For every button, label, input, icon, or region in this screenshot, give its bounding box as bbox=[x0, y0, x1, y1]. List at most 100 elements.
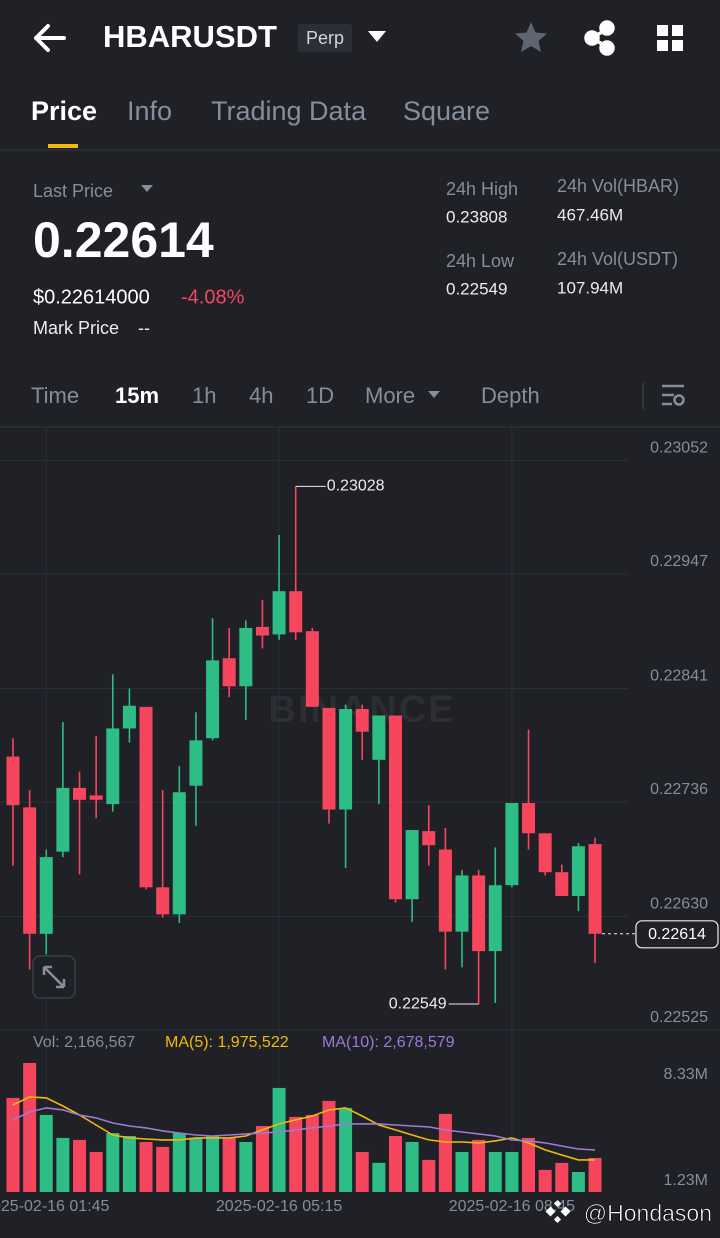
volume-bar bbox=[422, 1159, 436, 1192]
chart-settings-icon[interactable] bbox=[662, 384, 685, 406]
volume-bar bbox=[156, 1146, 170, 1192]
candle-body bbox=[405, 830, 419, 900]
candle-body bbox=[139, 706, 153, 888]
tab[interactable]: Price bbox=[31, 96, 97, 126]
low-annotation: 0.22549 bbox=[389, 995, 447, 1012]
perp-badge-bg bbox=[298, 24, 352, 52]
symbol-dropdown[interactable] bbox=[368, 31, 386, 42]
ma-legend: MA(10): 2,678,579 bbox=[322, 1034, 455, 1051]
volume-bar bbox=[122, 1136, 136, 1192]
candle-body bbox=[355, 709, 369, 732]
last-price-dropdown[interactable] bbox=[141, 185, 153, 192]
candle-body bbox=[156, 887, 170, 915]
interval[interactable]: 1h bbox=[192, 383, 216, 408]
candle-body bbox=[388, 715, 402, 900]
candle-body bbox=[272, 591, 286, 635]
candle-body bbox=[305, 631, 319, 707]
candle-body bbox=[538, 833, 552, 873]
stat-label: 24h Vol(USDT) bbox=[557, 249, 678, 269]
stat-value: 0.22549 bbox=[446, 279, 507, 298]
interval[interactable]: Depth bbox=[481, 383, 540, 408]
candle-body bbox=[189, 740, 203, 786]
user-watermark: @Hondason bbox=[584, 1200, 712, 1226]
interval[interactable]: 4h bbox=[249, 383, 273, 408]
interval[interactable]: Time bbox=[31, 383, 79, 408]
candle-body bbox=[6, 756, 20, 806]
candle-body bbox=[23, 807, 37, 934]
candle-body bbox=[372, 715, 386, 760]
volume-bar bbox=[255, 1126, 269, 1192]
price-tag: 0.22614 bbox=[648, 926, 706, 943]
ma-legend: MA(5): 1,975,522 bbox=[165, 1034, 289, 1051]
candle-body bbox=[422, 831, 436, 846]
tab-indicator bbox=[48, 144, 78, 148]
candle-body bbox=[339, 709, 353, 810]
last-price: 0.22614 bbox=[33, 212, 214, 268]
volume-bar bbox=[56, 1137, 70, 1192]
volume-bar bbox=[272, 1087, 286, 1192]
mark-price: -- bbox=[138, 318, 150, 338]
volume-bar bbox=[89, 1151, 103, 1192]
candle-body bbox=[472, 875, 486, 952]
fullscreen-icon bbox=[42, 965, 66, 989]
stat-value: 0.23808 bbox=[446, 207, 507, 226]
volume-bar bbox=[305, 1114, 319, 1192]
volume-bar bbox=[355, 1151, 369, 1192]
interval[interactable]: More bbox=[365, 383, 415, 408]
layout-icon[interactable] bbox=[657, 25, 683, 51]
volume-bar bbox=[206, 1136, 220, 1192]
y-tick-label: 0.22736 bbox=[650, 781, 708, 798]
price-tag-bg bbox=[635, 920, 719, 949]
mark-price-label: Mark Price bbox=[33, 318, 119, 338]
back-button[interactable] bbox=[34, 24, 66, 52]
volume-bar bbox=[505, 1151, 519, 1192]
volume-bar bbox=[388, 1136, 402, 1192]
stat-label: 24h Vol(HBAR) bbox=[557, 176, 679, 196]
candle-body bbox=[39, 857, 53, 934]
last-price-label: Last Price bbox=[33, 181, 113, 201]
volume-tick-label: 8.33M bbox=[664, 1066, 708, 1083]
tab[interactable]: Trading Data bbox=[211, 96, 367, 126]
tab[interactable]: Square bbox=[403, 96, 490, 126]
volume-bar bbox=[139, 1141, 153, 1192]
y-tick-label: 0.23052 bbox=[650, 440, 708, 457]
price-change: -4.08% bbox=[181, 286, 245, 308]
volume-bar bbox=[555, 1162, 569, 1192]
volume-bar bbox=[588, 1157, 602, 1192]
perp-badge: Perp bbox=[306, 28, 344, 48]
candle-body bbox=[505, 803, 519, 886]
interval[interactable]: 1D bbox=[306, 383, 334, 408]
symbol-title: HBARUSDT bbox=[103, 19, 277, 54]
volume-bar bbox=[39, 1114, 53, 1192]
favorite-icon[interactable] bbox=[515, 22, 547, 52]
candle-body bbox=[488, 885, 502, 952]
y-tick-label: 0.22630 bbox=[650, 896, 708, 913]
volume-bar bbox=[106, 1133, 120, 1192]
volume-bar bbox=[339, 1107, 353, 1192]
volume-bar bbox=[73, 1139, 87, 1192]
y-tick-label: 0.22525 bbox=[650, 1009, 708, 1026]
stat-label: 24h Low bbox=[446, 251, 515, 271]
interval[interactable]: 15m bbox=[115, 383, 159, 408]
volume-bar bbox=[289, 1116, 303, 1192]
volume-bar bbox=[222, 1137, 236, 1192]
candle-body bbox=[571, 846, 585, 896]
tab[interactable]: Info bbox=[127, 96, 172, 126]
volume-bar bbox=[472, 1139, 486, 1192]
ma-line bbox=[12, 1096, 595, 1161]
volume-bar bbox=[405, 1141, 419, 1192]
candle-body bbox=[106, 728, 120, 805]
volume-legend: Vol: 2,166,567 bbox=[33, 1034, 135, 1051]
share-icon[interactable] bbox=[584, 20, 615, 56]
volume-bar bbox=[322, 1100, 336, 1192]
stat-label: 24h High bbox=[446, 179, 518, 199]
candle-body bbox=[89, 795, 103, 800]
candle-body bbox=[239, 627, 253, 687]
more-dropdown[interactable] bbox=[428, 391, 440, 398]
high-annotation: 0.23028 bbox=[327, 478, 385, 495]
candle-body bbox=[555, 872, 569, 896]
y-tick-label: 0.22947 bbox=[650, 553, 708, 570]
volume-bar bbox=[6, 1097, 20, 1192]
